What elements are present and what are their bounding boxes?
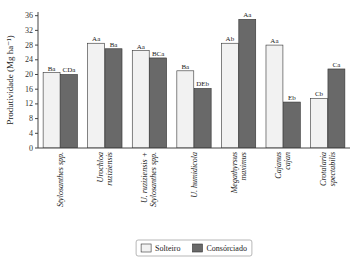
bar-label: Ca bbox=[333, 61, 342, 69]
y-tick-label: 20 bbox=[25, 70, 33, 79]
legend-swatch bbox=[192, 244, 202, 252]
x-tick-label: Stylosanthes spp. bbox=[56, 152, 65, 207]
bar-label: Aa bbox=[137, 43, 146, 51]
y-tick-label: 28 bbox=[25, 41, 33, 50]
x-tick-label: Crotalariaspectabilis bbox=[319, 152, 337, 186]
bar bbox=[105, 49, 122, 148]
y-tick bbox=[35, 15, 38, 16]
bar bbox=[283, 102, 300, 148]
y-tick-label: 36 bbox=[25, 11, 33, 20]
y-tick bbox=[35, 74, 38, 75]
legend-item: Solteiro bbox=[141, 244, 180, 253]
y-tick-label: 32 bbox=[25, 26, 33, 35]
y-tick-label: 24 bbox=[25, 55, 33, 64]
y-tick-label: 4 bbox=[29, 129, 33, 138]
x-tick-label: U. ruziziensis +Stylosanthes spp. bbox=[140, 152, 158, 207]
bar bbox=[88, 43, 105, 148]
bars bbox=[43, 19, 345, 148]
x-axis-line bbox=[38, 148, 350, 149]
y-tick bbox=[35, 30, 38, 31]
bar bbox=[328, 69, 345, 148]
x-tick-label: Megathyrsusmaximus bbox=[230, 152, 248, 194]
bar-label: Eb bbox=[288, 94, 296, 102]
bar bbox=[150, 58, 167, 148]
bar-label: BCa bbox=[152, 50, 165, 58]
y-axis-label: Produtividade (Mg ha⁻¹) bbox=[5, 35, 15, 124]
bar-label: Ba bbox=[181, 63, 190, 71]
bar bbox=[43, 73, 60, 148]
bar bbox=[177, 71, 194, 148]
y-tick-label: 12 bbox=[25, 99, 33, 108]
bar-label: Aa bbox=[243, 11, 252, 19]
y-tick bbox=[35, 59, 38, 60]
x-tick-label: U. humidicola bbox=[190, 152, 199, 198]
bar bbox=[311, 98, 328, 148]
y-tick bbox=[35, 45, 38, 46]
bar bbox=[61, 74, 78, 148]
y-tick bbox=[35, 148, 38, 149]
legend-label: Consórciado bbox=[206, 244, 246, 253]
bar-label: DEb bbox=[196, 80, 209, 88]
y-axis-line bbox=[38, 12, 39, 148]
x-tick-label: Cajanuscajan bbox=[274, 152, 292, 179]
y-tick bbox=[35, 118, 38, 119]
legend-item: Consórciado bbox=[192, 244, 246, 253]
bar-labels: Ba Aa Aa Ba Ab Aa Cb CDa Ba BCa DEb Aa Eb Ca bbox=[48, 11, 341, 102]
y-tick-label: 8 bbox=[29, 114, 33, 123]
legend-frame bbox=[136, 240, 252, 256]
y-tick bbox=[35, 133, 38, 134]
bar-label: Ab bbox=[226, 35, 235, 43]
bar-label: Aa bbox=[270, 37, 279, 45]
legend-label: Solteiro bbox=[155, 244, 180, 253]
bar-label: Cb bbox=[315, 90, 324, 98]
bar bbox=[221, 43, 238, 148]
chart: Ba Aa Aa Ba Ab Aa Cb CDa Ba BCa DEb Aa Eb Ca 0 4 8 12 16 20… bbox=[0, 0, 356, 260]
bar bbox=[239, 19, 256, 148]
bar bbox=[132, 51, 149, 148]
bar-label: Ba bbox=[48, 65, 57, 73]
y-tick bbox=[35, 89, 38, 90]
bar bbox=[266, 45, 283, 148]
y-tick-label: 16 bbox=[25, 85, 33, 94]
y-tick-label: 0 bbox=[29, 144, 33, 153]
bar-label: Aa bbox=[92, 35, 101, 43]
legend-swatch bbox=[141, 244, 151, 252]
x-tick-label: Urochloaruziziensis bbox=[96, 152, 114, 186]
bar-label: CDa bbox=[63, 66, 77, 74]
bar bbox=[194, 88, 211, 148]
bar-label: Ba bbox=[110, 41, 119, 49]
legend: Solteiro Consórciado bbox=[136, 240, 252, 256]
y-tick bbox=[35, 103, 38, 104]
